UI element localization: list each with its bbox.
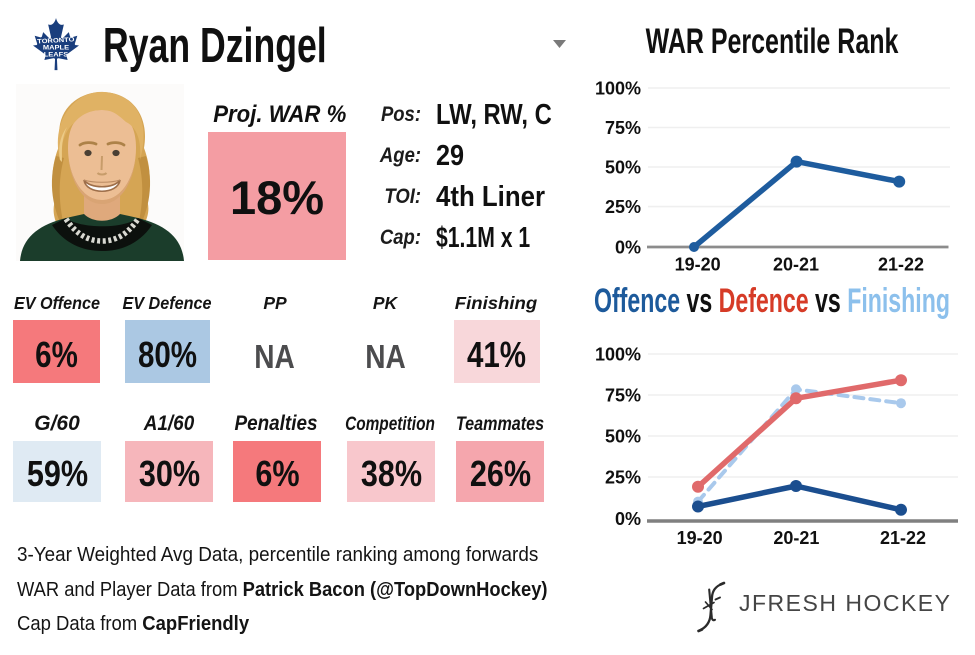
svg-text:19-20: 19-20 (677, 528, 723, 548)
svg-text:75%: 75% (605, 386, 641, 406)
svg-text:75%: 75% (605, 118, 641, 138)
svg-text:50%: 50% (605, 427, 641, 447)
svg-text:25%: 25% (605, 197, 641, 217)
svg-text:19-20: 19-20 (675, 255, 721, 275)
svg-text:25%: 25% (605, 468, 641, 488)
svg-text:LEAFS: LEAFS (44, 52, 69, 58)
svg-text:0%: 0% (615, 509, 641, 529)
svg-text:21-22: 21-22 (880, 528, 926, 548)
svg-text:TORONTO: TORONTO (37, 37, 75, 46)
svg-text:50%: 50% (605, 158, 641, 178)
svg-text:0%: 0% (615, 237, 641, 257)
svg-text:100%: 100% (595, 78, 641, 98)
svg-text:20-21: 20-21 (773, 255, 819, 275)
svg-text:MAPLE: MAPLE (43, 45, 70, 51)
svg-text:20-21: 20-21 (773, 528, 819, 548)
svg-text:100%: 100% (595, 345, 641, 365)
svg-text:21-22: 21-22 (878, 255, 924, 275)
